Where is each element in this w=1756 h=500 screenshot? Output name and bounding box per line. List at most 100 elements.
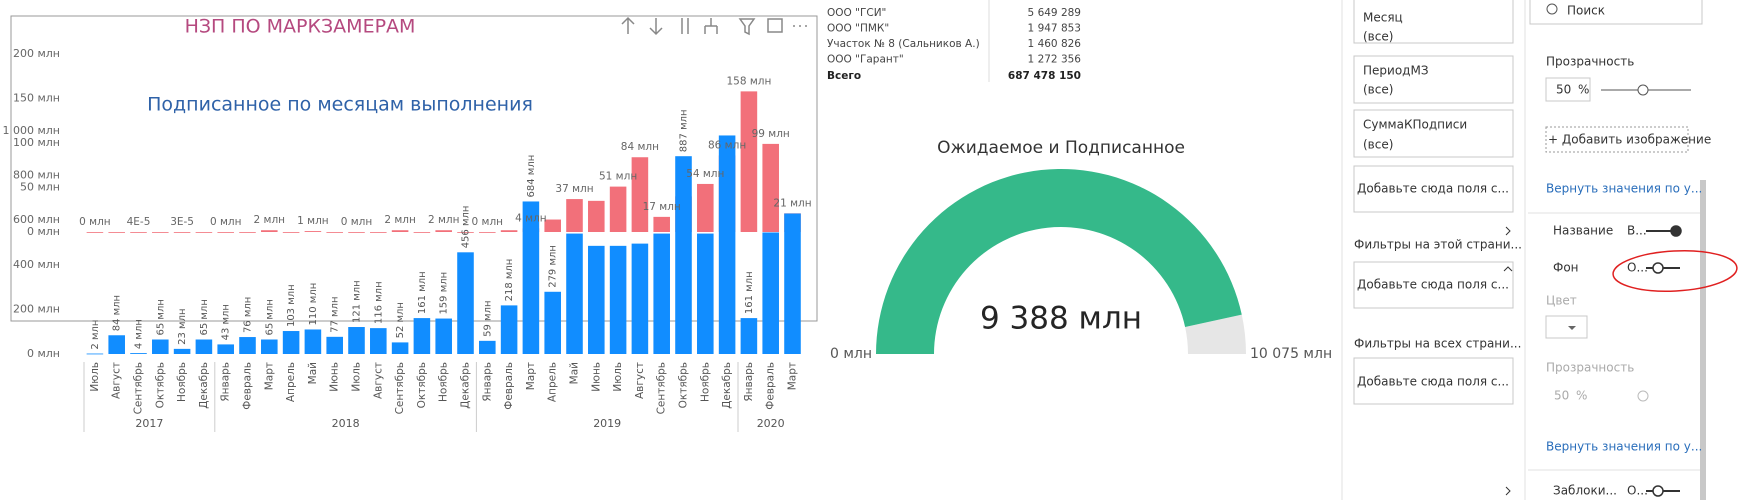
bar — [86, 353, 104, 355]
table-cell: ООО "ПМК" — [827, 23, 889, 35]
data-label: 21 млн — [773, 197, 811, 209]
x-tick-label: Июль — [89, 362, 101, 392]
data-label: 77 млн — [330, 296, 341, 332]
data-label: 2 млн — [384, 214, 416, 226]
x-tick-label: Ноябрь — [176, 362, 188, 402]
bar — [261, 230, 278, 232]
x-tick-label: Сентябрь — [394, 362, 406, 414]
toggle-knob[interactable] — [1652, 262, 1664, 274]
y-tick-label: 0 млн — [27, 225, 60, 238]
bar — [457, 252, 474, 354]
color-dropdown[interactable] — [1545, 315, 1588, 339]
y-tick-label: 150 млн — [13, 92, 60, 105]
filter-card[interactable] — [1353, 109, 1514, 158]
data-label: 65 млн — [264, 299, 275, 335]
filter-card[interactable] — [1353, 0, 1514, 44]
bar — [348, 327, 365, 354]
table-cell: ООО "Гарант" — [827, 54, 904, 66]
format-label: О... — [1627, 261, 1648, 275]
bar — [304, 231, 322, 232]
search-icon — [1546, 3, 1558, 15]
data-label: 218 млн — [504, 259, 515, 302]
filter-card[interactable] — [1353, 55, 1514, 104]
y-tick-label: 800 млн — [13, 169, 60, 182]
y-tick-label: 100 млн — [13, 136, 60, 149]
filter-header: Фильтры на всех страни... — [1354, 337, 1521, 351]
format-label: % — [1576, 389, 1587, 403]
bar — [195, 339, 213, 354]
data-label: 110 млн — [308, 283, 319, 326]
y-tick-label: 1 000 млн — [2, 124, 60, 137]
search-box[interactable] — [1529, 0, 1703, 25]
data-label: 84 млн — [621, 141, 659, 153]
data-label: 2 млн — [428, 214, 460, 226]
bar — [86, 232, 104, 233]
bar — [653, 233, 670, 354]
filter-card[interactable] — [1353, 261, 1514, 309]
bar — [500, 230, 518, 232]
x-tick-label: Апрель — [547, 362, 559, 402]
x-tick-label: Февраль — [242, 362, 254, 410]
data-label: 4 млн — [515, 212, 547, 224]
data-label: 51 млн — [599, 171, 637, 183]
x-tick-label: Декабрь — [460, 362, 472, 409]
group-label: 2020 — [757, 417, 785, 430]
red-chart-title: НЗП ПО МАРКЗАМЕРАМ — [185, 16, 416, 38]
data-label: 2 млн — [90, 320, 101, 350]
bar — [239, 337, 256, 354]
data-label: 65 млн — [199, 299, 210, 335]
bar — [173, 231, 191, 233]
add-image-button[interactable] — [1545, 126, 1689, 153]
bar — [740, 318, 758, 354]
filter-card[interactable] — [1353, 357, 1514, 405]
bar — [348, 232, 365, 233]
bar — [195, 232, 213, 233]
input-box[interactable] — [1545, 77, 1591, 102]
bar — [762, 143, 779, 232]
data-label: 456 млн — [461, 206, 472, 249]
data-label: 2 млн — [254, 214, 286, 226]
bar — [718, 135, 736, 354]
bar — [282, 331, 300, 354]
bar — [631, 157, 649, 232]
x-tick-label: Март — [525, 362, 537, 390]
bar — [370, 328, 387, 354]
bar — [370, 232, 387, 233]
x-tick-label: Август — [634, 362, 646, 399]
data-label: 158 млн — [726, 75, 771, 87]
dropdown-arrow — [1568, 326, 1576, 330]
table-cell: 1 947 853 — [1028, 23, 1081, 35]
x-tick-label: Октябрь — [678, 362, 690, 408]
filter-drop-zone: Добавьте сюда поля с... — [1357, 278, 1509, 292]
data-label: 99 млн — [752, 128, 790, 140]
format-label: Фон — [1553, 261, 1579, 275]
table-cell: 1 272 356 — [1028, 54, 1082, 66]
data-label: 0 млн — [341, 216, 373, 228]
bar — [697, 233, 714, 354]
bar — [544, 219, 561, 232]
table-cell: ООО "ГСИ" — [827, 7, 886, 19]
data-label: 161 млн — [744, 271, 755, 314]
group-label: 2019 — [593, 417, 621, 430]
toggle-knob[interactable] — [1652, 485, 1664, 497]
slider-knob[interactable] — [1637, 84, 1649, 96]
filter-value: (все) — [1363, 83, 1393, 97]
search-placeholder: Поиск — [1567, 4, 1605, 18]
toggle-knob[interactable] — [1670, 225, 1682, 237]
chevron — [1505, 226, 1511, 236]
scrollbar[interactable] — [1700, 180, 1706, 500]
chevron — [1503, 266, 1513, 272]
bar — [130, 353, 147, 354]
x-tick-label: Март — [263, 362, 275, 390]
table-cell: Участок № 8 (Сальников А.) — [827, 38, 980, 50]
filter-name: СуммаКПодписи — [1363, 118, 1467, 132]
data-label: 0 млн — [79, 216, 111, 228]
bar — [631, 243, 649, 354]
bar — [697, 183, 714, 232]
bar — [588, 245, 605, 354]
x-tick-label: Февраль — [765, 362, 777, 410]
visual-toolbar[interactable] — [621, 16, 807, 36]
bar — [675, 156, 692, 354]
bar — [588, 200, 605, 232]
filter-card[interactable] — [1353, 165, 1514, 213]
